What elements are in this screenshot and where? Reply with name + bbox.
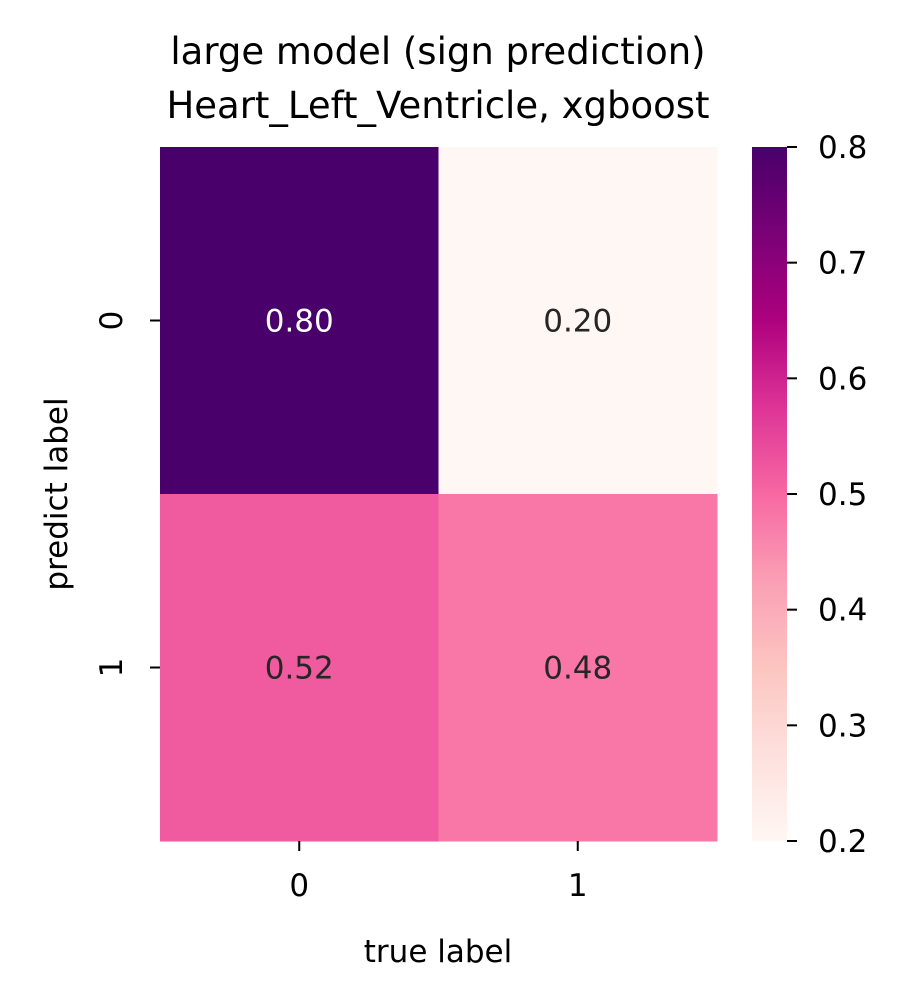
chart-title: large model (sign prediction) Heart_Left… <box>166 30 709 127</box>
cell-value-label-r1-c0: 0.52 <box>265 651 334 687</box>
cell-value-label-r1-c1: 0.48 <box>543 651 612 687</box>
x-tick-label-1: 1 <box>568 868 588 904</box>
colorbar-tick-label-0: 0.2 <box>818 824 867 860</box>
colorbar-tick-label-1: 0.3 <box>818 708 867 744</box>
colorbar-tick-label-6: 0.8 <box>818 130 867 166</box>
chart-title-line-2: Heart_Left_Ventricle, xgboost <box>166 84 709 127</box>
colorbar-tick-label-4: 0.6 <box>818 361 867 397</box>
y-axis-label: predict label <box>39 397 75 590</box>
y-tick-label-1: 1 <box>94 658 130 678</box>
colorbar-tick-label-3: 0.5 <box>818 477 867 513</box>
colorbar-tick-label-2: 0.4 <box>818 593 867 629</box>
heatmap-cell-r1-c0 <box>160 494 439 842</box>
heatmap-cell-labels: 0.80 0.20 0.52 0.48 <box>265 304 613 687</box>
colorbar <box>752 147 787 841</box>
cell-value-label-r0-c1: 0.20 <box>543 304 612 340</box>
colorbar-tick-label-5: 0.7 <box>818 246 867 282</box>
x-axis-label: true label <box>364 934 512 970</box>
y-tick-label-0: 0 <box>94 311 130 331</box>
colorbar-ticks: 0.2 0.3 0.4 0.5 0.6 0.7 0.8 <box>787 130 867 860</box>
chart-title-line-1: large model (sign prediction) <box>170 30 705 73</box>
heatmap-cell-r0-c1 <box>438 147 718 495</box>
cell-value-label-r0-c0: 0.80 <box>265 304 334 340</box>
y-axis-ticks: 01 <box>94 311 160 678</box>
x-tick-label-0: 0 <box>289 868 309 904</box>
heatmap-cells <box>160 147 718 842</box>
heatmap-cell-r1-c1 <box>438 494 718 842</box>
heatmap-cell-r0-c0 <box>160 147 439 495</box>
